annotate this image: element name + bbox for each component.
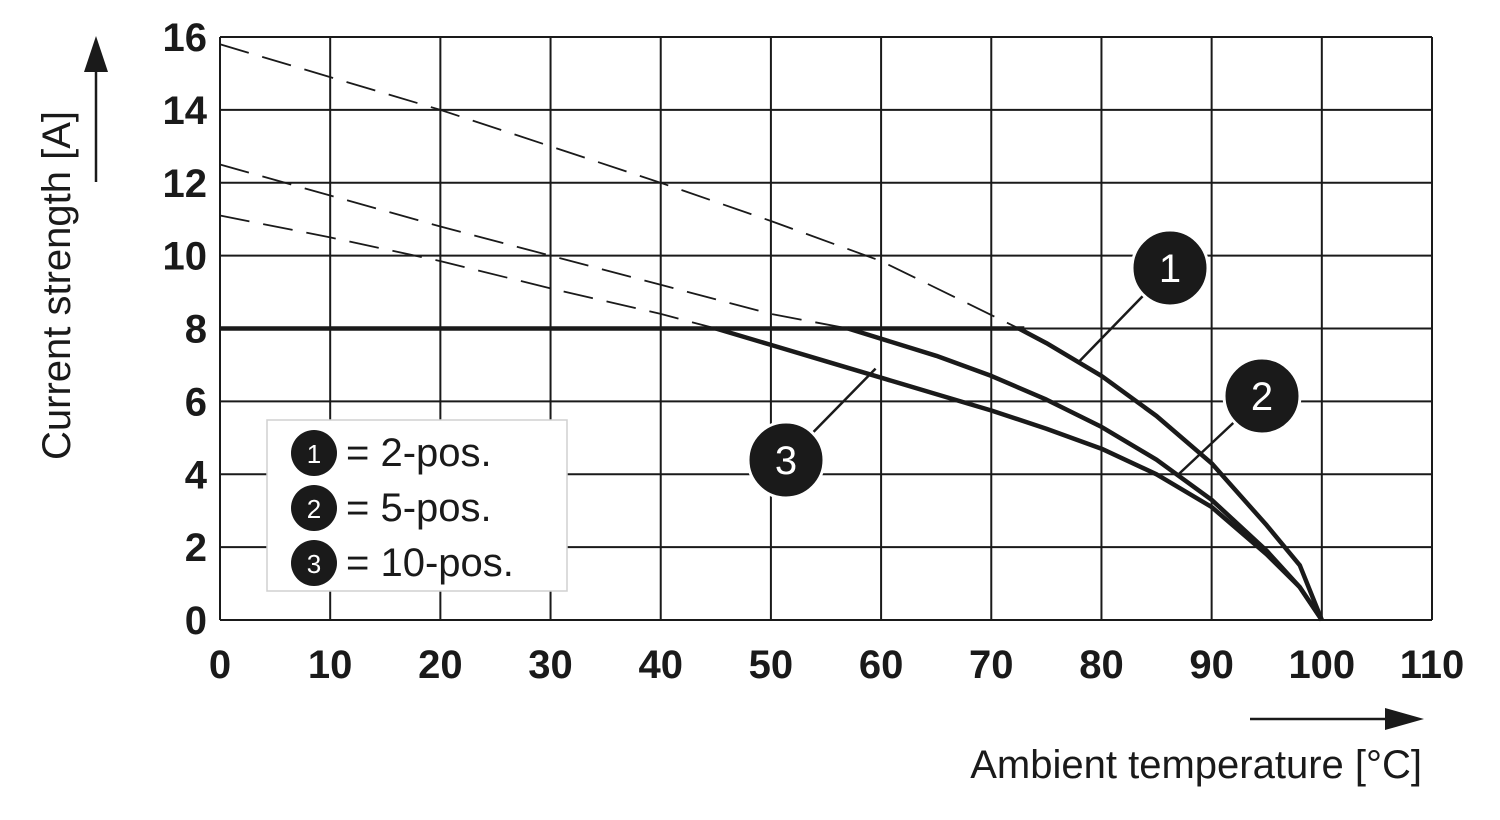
annotations: 1 2 3 bbox=[746, 228, 1302, 500]
x-tick-label-80: 80 bbox=[1079, 643, 1124, 687]
y-tick-label-0: 0 bbox=[185, 599, 207, 643]
callout-2-number: 2 bbox=[1251, 375, 1273, 419]
legend-label-1: = 2-pos. bbox=[346, 431, 492, 475]
callout-3-number: 3 bbox=[775, 439, 797, 483]
series-2-extrapolation bbox=[219, 163, 849, 330]
y-tick-label-10: 10 bbox=[163, 235, 208, 279]
callout-1-number: 1 bbox=[1159, 247, 1181, 291]
callout-2-badge-icon bbox=[1222, 356, 1302, 436]
series-3-line bbox=[715, 326, 1324, 622]
x-tick-label-110: 110 bbox=[1400, 643, 1465, 687]
y-tick-label-4: 4 bbox=[185, 453, 208, 497]
x-tick-label-0: 0 bbox=[209, 643, 231, 687]
legend-item-1: 1 = 2-pos. bbox=[291, 430, 492, 476]
legend-badge-3-number: 3 bbox=[307, 549, 321, 579]
legend-label-2: = 5-pos. bbox=[346, 486, 492, 530]
legend-badge-3-icon bbox=[291, 540, 337, 586]
x-tick-label-70: 70 bbox=[969, 643, 1014, 687]
x-tick-label-100: 100 bbox=[1288, 643, 1355, 687]
x-axis-title: Ambient temperature [°C] bbox=[970, 708, 1424, 787]
y-tick-label-8: 8 bbox=[185, 308, 207, 352]
legend-badge-1-number: 1 bbox=[307, 439, 321, 469]
legend-item-3: 3 = 10-pos. bbox=[291, 540, 514, 586]
y-tick-label-16: 16 bbox=[163, 16, 208, 60]
y-axis-label: Current strength [A] bbox=[35, 111, 79, 460]
y-axis-arrow-icon bbox=[84, 36, 108, 72]
legend-item-2: 2 = 5-pos. bbox=[291, 485, 492, 531]
series-1-extrapolation bbox=[219, 43, 1020, 330]
x-tick-label-90: 90 bbox=[1189, 643, 1234, 687]
x-tick-label-20: 20 bbox=[418, 643, 463, 687]
legend-badge-2-number: 2 bbox=[307, 494, 321, 524]
legend-badge-2-icon bbox=[291, 485, 337, 531]
x-axis-arrow-icon bbox=[1385, 708, 1424, 730]
callout-1-badge-icon bbox=[1130, 228, 1210, 308]
callout-3-badge-icon bbox=[746, 420, 826, 500]
legend-badge-1-icon bbox=[291, 430, 337, 476]
series-3-extrapolation bbox=[219, 214, 717, 330]
y-tick-label-6: 6 bbox=[185, 380, 207, 424]
x-tick-label-60: 60 bbox=[859, 643, 904, 687]
x-tick-label-40: 40 bbox=[638, 643, 683, 687]
legend-label-3: = 10-pos. bbox=[346, 541, 514, 585]
y-axis-title: Current strength [A] bbox=[35, 36, 108, 460]
x-tick-label-10: 10 bbox=[308, 643, 353, 687]
y-tick-label-2: 2 bbox=[185, 526, 207, 570]
series-1-line bbox=[1017, 326, 1324, 621]
curves bbox=[219, 43, 1324, 622]
y-tick-label-12: 12 bbox=[163, 162, 208, 206]
x-tick-label-30: 30 bbox=[528, 643, 573, 687]
x-tick-label-50: 50 bbox=[749, 643, 794, 687]
x-axis-label: Ambient temperature [°C] bbox=[970, 743, 1422, 787]
legend: 1 = 2-pos. 2 = 5-pos. 3 = 10-pos. bbox=[266, 419, 568, 592]
y-tick-label-14: 14 bbox=[163, 89, 208, 133]
